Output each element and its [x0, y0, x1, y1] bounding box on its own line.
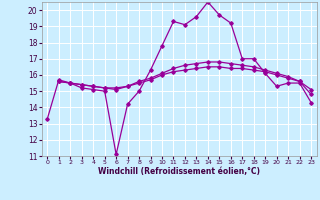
X-axis label: Windchill (Refroidissement éolien,°C): Windchill (Refroidissement éolien,°C) — [98, 167, 260, 176]
